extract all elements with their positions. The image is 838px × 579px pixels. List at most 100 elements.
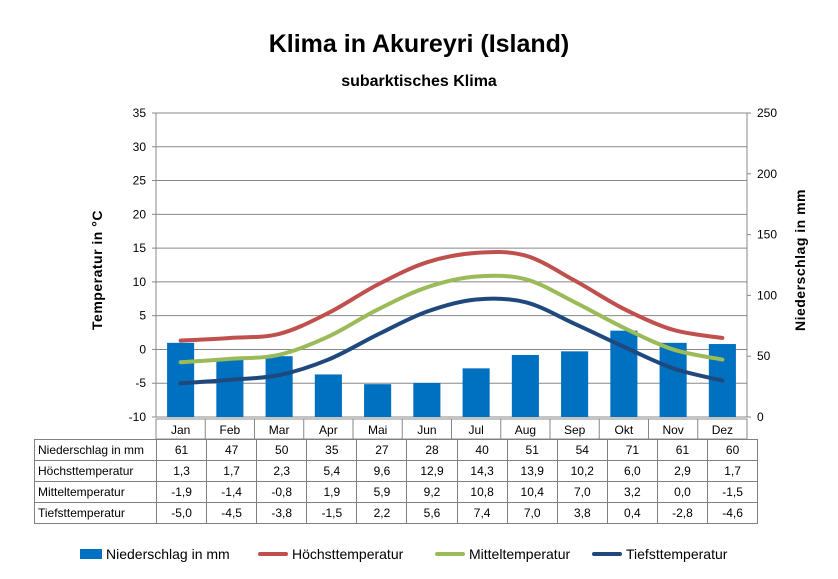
table-cell: 27 bbox=[356, 439, 408, 461]
mean-temp-line bbox=[178, 273, 725, 365]
table-cell: 6,0 bbox=[606, 460, 658, 482]
precipitation-bar bbox=[265, 356, 293, 417]
table-cell: 1,7 bbox=[707, 460, 759, 482]
y-left-tick-label: 5 bbox=[139, 309, 146, 323]
table-cell: -2,8 bbox=[656, 502, 709, 524]
precipitation-bar bbox=[659, 342, 687, 417]
legend-label: Mitteltemperatur bbox=[469, 546, 571, 562]
y-right-tick-label: 100 bbox=[757, 288, 777, 302]
x-tick-label: Okt bbox=[615, 423, 634, 437]
y-right-tick-label: 0 bbox=[757, 410, 764, 424]
legend-label: Niederschlag in mm bbox=[106, 546, 230, 562]
table-cell: 47 bbox=[206, 439, 258, 461]
y-right-tick-label: 200 bbox=[757, 167, 777, 181]
table-cell: 2,9 bbox=[656, 460, 709, 482]
table-cell: 5,9 bbox=[356, 481, 408, 503]
precipitation-bar bbox=[462, 368, 490, 417]
table-row-header: Tiefsttemperatur bbox=[34, 502, 157, 524]
table-cell: 3,8 bbox=[556, 502, 608, 524]
table-cell: 7,0 bbox=[506, 502, 558, 524]
chart-title: Klima in Akureyri (Island) bbox=[268, 30, 570, 58]
max-temp-line bbox=[178, 249, 725, 343]
x-tick-label: Jul bbox=[468, 423, 483, 437]
y-left-tick-label: 0 bbox=[139, 342, 146, 356]
table-cell: 9,6 bbox=[356, 460, 408, 482]
precipitation-bar bbox=[511, 354, 539, 417]
table-cell: 1,3 bbox=[155, 460, 208, 482]
precipitation-bar bbox=[364, 384, 392, 417]
precipitation-bar bbox=[561, 351, 589, 417]
table-cell: 60 bbox=[707, 439, 759, 461]
legend-swatch bbox=[592, 552, 622, 556]
table-cell: 9,2 bbox=[406, 481, 458, 503]
table-cell: 3,2 bbox=[606, 481, 658, 503]
y-left-tick-label: 25 bbox=[133, 174, 147, 188]
y-axis-right-label: Niederschlag in mm bbox=[792, 188, 808, 332]
legend-label: Tiefsttemperatur bbox=[626, 546, 728, 562]
table-cell: 12,9 bbox=[406, 460, 458, 482]
table-row: Tiefsttemperatur -5,0 -4,5 -3,8 -1,5 2,2 5,6 7,… bbox=[34, 502, 759, 524]
table-cell: 1,7 bbox=[206, 460, 258, 482]
x-tick-label: Jan bbox=[171, 423, 190, 437]
table-cell: 71 bbox=[606, 439, 658, 461]
y-right-tick-label: 250 bbox=[757, 106, 777, 120]
table-cell: -4,6 bbox=[707, 502, 759, 524]
x-tick-label: Nov bbox=[662, 423, 683, 437]
legend-item: Tiefsttemperatur bbox=[592, 546, 727, 562]
y-right-tick-label: 150 bbox=[757, 228, 777, 242]
table-cell: 61 bbox=[155, 439, 208, 461]
table-cell: 5,4 bbox=[306, 460, 358, 482]
table-cell: -1,5 bbox=[306, 502, 358, 524]
x-tick-label: Mai bbox=[368, 423, 387, 437]
y-left-tick-label: -5 bbox=[135, 376, 146, 390]
data-table: Niederschlag in mm 61 47 50 35 27 28 40 51 54 71 61… bbox=[34, 439, 759, 524]
table-cell: -1,9 bbox=[155, 481, 208, 503]
legend-item: Höchsttemperatur bbox=[258, 546, 403, 562]
table-cell: -4,5 bbox=[206, 502, 258, 524]
table-cell: 2,3 bbox=[256, 460, 308, 482]
table-cell: 2,2 bbox=[356, 502, 408, 524]
table-row: Mitteltemperatur -1,9 -1,4 -0,8 1,9 5,9 9,2 10,… bbox=[34, 481, 759, 503]
table-cell: 10,4 bbox=[506, 481, 558, 503]
table-row: Höchsttemperatur 1,3 1,7 2,3 5,4 9,6 12,9 14,3 1… bbox=[34, 460, 759, 482]
precipitation-bar bbox=[216, 359, 244, 417]
table-cell: 51 bbox=[506, 439, 558, 461]
table-row-header: Mitteltemperatur bbox=[34, 481, 157, 503]
x-tick-label: Apr bbox=[319, 423, 338, 437]
table-cell: 61 bbox=[656, 439, 709, 461]
table-cell: 10,8 bbox=[456, 481, 508, 503]
precipitation-bar bbox=[413, 382, 441, 417]
table-cell: 54 bbox=[556, 439, 608, 461]
table-cell: 13,9 bbox=[506, 460, 558, 482]
table-cell: -1,5 bbox=[707, 481, 759, 503]
table-cell: 1,9 bbox=[306, 481, 358, 503]
x-tick-label: Mar bbox=[269, 423, 290, 437]
x-tick-label: Feb bbox=[220, 423, 241, 437]
y-left-tick-label: 20 bbox=[133, 207, 147, 221]
y-left-tick-label: 35 bbox=[133, 106, 147, 120]
table-cell: -0,8 bbox=[256, 481, 308, 503]
table-cell: 10,2 bbox=[556, 460, 608, 482]
x-tick-label: Jun bbox=[417, 423, 436, 437]
legend-label: Höchsttemperatur bbox=[292, 546, 404, 562]
x-tick-label: Sep bbox=[564, 423, 586, 437]
y-axis-left-label: Temperatur in °C bbox=[89, 210, 105, 330]
x-tick-label: Aug bbox=[515, 423, 536, 437]
table-row-header: Niederschlag in mm bbox=[34, 439, 157, 461]
y-left-tick-label: -10 bbox=[129, 410, 147, 424]
table-cell: 7,4 bbox=[456, 502, 508, 524]
legend-swatch bbox=[258, 552, 288, 556]
legend-item: Mitteltemperatur bbox=[435, 546, 570, 562]
table-cell: 5,6 bbox=[406, 502, 458, 524]
table-cell: 14,3 bbox=[456, 460, 508, 482]
table-cell: 0,0 bbox=[656, 481, 709, 503]
legend-swatch bbox=[435, 552, 465, 556]
y-right-tick-label: 50 bbox=[757, 349, 771, 363]
precipitation-bar bbox=[167, 342, 195, 417]
table-cell: 28 bbox=[406, 439, 458, 461]
table-cell: 35 bbox=[306, 439, 358, 461]
table-cell: 50 bbox=[256, 439, 308, 461]
x-tick-label: Dez bbox=[712, 423, 733, 437]
y-left-tick-label: 10 bbox=[133, 275, 147, 289]
